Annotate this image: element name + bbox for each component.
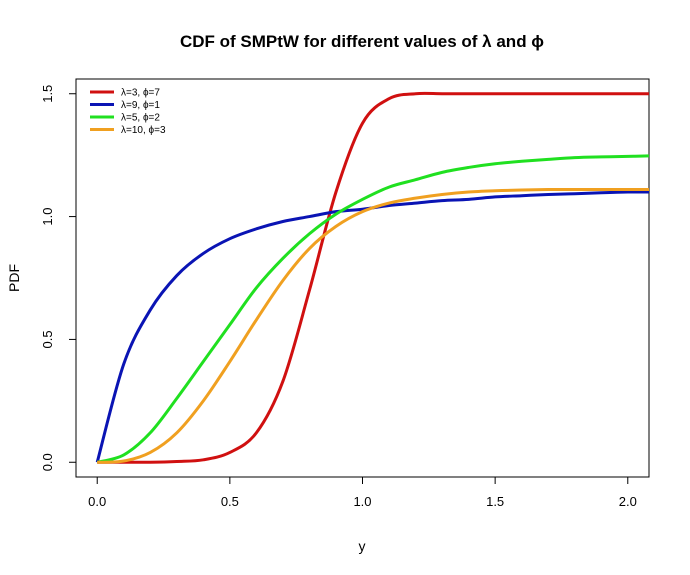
y-tick-label: 1.5	[40, 85, 55, 103]
legend-label-4: λ=10, ϕ=3	[121, 125, 166, 136]
x-axis: 0.0 0.5 1.0 1.5 2.0	[88, 476, 637, 509]
legend-label-3: λ=5, ϕ=2	[121, 113, 160, 124]
chart-title: CDF of SMPtW for different values of λ a…	[180, 32, 544, 51]
series-line-1	[97, 91, 649, 464]
x-tick-label: 1.5	[486, 494, 504, 509]
series-line-4	[97, 188, 649, 464]
x-tick-label: 0.0	[88, 494, 106, 509]
x-tick-label: 2.0	[619, 494, 637, 509]
y-tick-label: 0.5	[40, 330, 55, 348]
legend-label-1: λ=3, ϕ=7	[121, 88, 160, 99]
y-tick-label: 1.0	[40, 208, 55, 226]
y-tick-label: 0.0	[40, 453, 55, 471]
y-axis: 0.0 0.5 1.0 1.5	[40, 85, 77, 471]
x-tick-label: 0.5	[221, 494, 239, 509]
series-line-2	[95, 190, 650, 463]
legend: λ=3, ϕ=7λ=9, ϕ=1 λ=5, ϕ=2λ=10, ϕ=3	[90, 88, 166, 136]
x-tick-label: 1.0	[353, 494, 371, 509]
series-layer	[95, 91, 650, 464]
series-line-3	[96, 154, 650, 464]
legend-label-2: λ=9, ϕ=1	[121, 100, 160, 111]
x-axis-label: y	[359, 538, 366, 554]
y-axis-label: PDF	[6, 264, 22, 292]
